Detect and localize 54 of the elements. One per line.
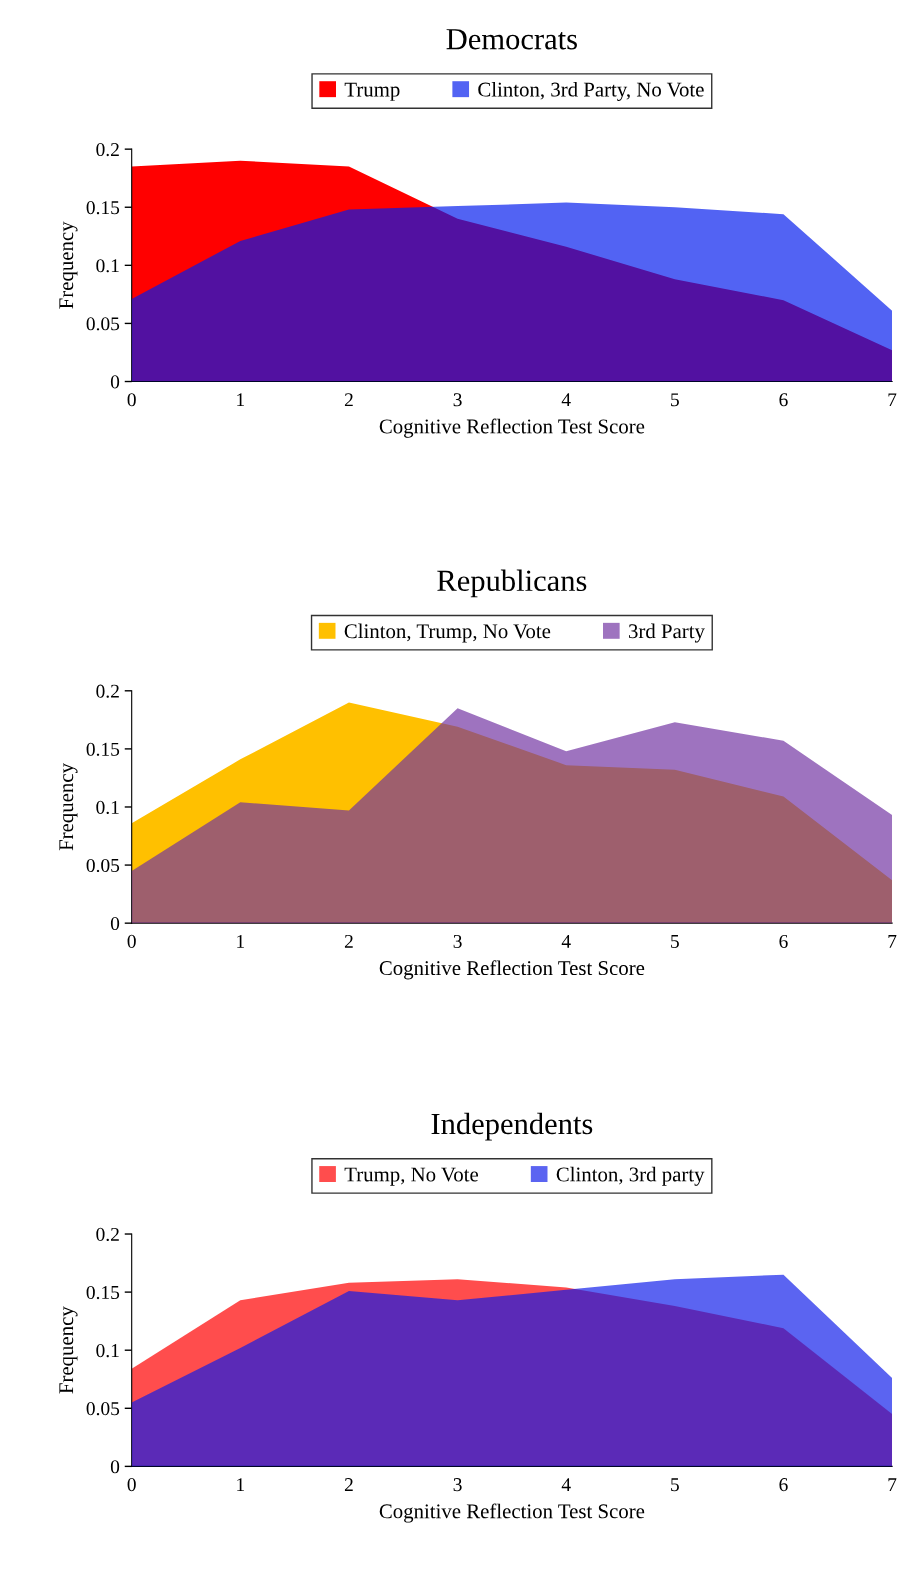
x-tick-label: 0 xyxy=(127,934,136,948)
x-tick-label: 1 xyxy=(237,934,245,948)
y-axis-title: Frequency xyxy=(59,1306,78,1394)
x-tick-label: 6 xyxy=(779,393,788,407)
legend-label: Clinton, Trump, No Vote xyxy=(344,623,551,643)
chart-title: Republicans xyxy=(437,569,587,598)
x-tick-label: 7 xyxy=(888,393,897,407)
x-tick-label: 5 xyxy=(671,393,679,407)
y-tick-label: 0.1 xyxy=(96,259,119,273)
x-tick-label: 1 xyxy=(237,393,245,407)
x-tick-label: 5 xyxy=(671,935,679,948)
y-axis-title: Frequency xyxy=(59,763,78,851)
y-tick-label: 0.2 xyxy=(96,1227,119,1242)
legend-label: Trump xyxy=(344,82,400,101)
legend-label: Trump, No Vote xyxy=(344,1167,479,1186)
y-tick-label: 0.05 xyxy=(86,858,120,873)
y-axis-title: Frequency xyxy=(59,221,78,309)
y-tick-label: 0.15 xyxy=(86,742,120,756)
y-tick-label: 0.1 xyxy=(96,1344,119,1358)
x-tick-label: 2 xyxy=(344,393,353,407)
x-tick-label: 0 xyxy=(127,393,136,407)
legend-label: Clinton, 3rd Party, No Vote xyxy=(478,81,704,101)
x-tick-label: 6 xyxy=(779,934,788,948)
y-tick-label: 0.1 xyxy=(96,800,119,814)
chart-title: Independents xyxy=(431,1112,593,1141)
x-axis-title: Cognitive Reflection Test Score xyxy=(379,960,645,980)
x-tick-label: 4 xyxy=(561,934,571,948)
x-tick-label: 1 xyxy=(237,1478,245,1491)
chart-title: Democrats xyxy=(446,29,577,50)
y-tick-label: 0.15 xyxy=(86,201,120,215)
y-tick-label: 0.15 xyxy=(86,1285,120,1300)
x-tick-label: 2 xyxy=(344,934,353,948)
x-tick-label: 6 xyxy=(779,1478,788,1492)
y-tick-label: 0.05 xyxy=(86,1402,120,1416)
x-tick-label: 3 xyxy=(453,393,462,407)
x-tick-label: 4 xyxy=(561,1478,571,1491)
y-tick-label: 0 xyxy=(110,375,120,389)
y-tick-label: 0.05 xyxy=(86,317,120,331)
x-axis-title: Cognitive Reflection Test Score xyxy=(379,1503,645,1523)
legend-label: Clinton, 3rd party xyxy=(556,1166,705,1186)
x-tick-label: 2 xyxy=(344,1478,353,1491)
y-tick-label: 0 xyxy=(110,916,120,931)
x-tick-label: 3 xyxy=(453,1478,462,1492)
x-tick-label: 7 xyxy=(888,1478,897,1491)
y-tick-label: 0.2 xyxy=(96,684,119,698)
x-tick-label: 5 xyxy=(671,1478,679,1492)
legend-label: 3rd Party xyxy=(628,623,705,643)
x-axis-title: Cognitive Reflection Test Score xyxy=(379,418,645,438)
y-tick-label: 0 xyxy=(110,1460,120,1474)
x-tick-label: 4 xyxy=(561,393,571,407)
x-tick-label: 7 xyxy=(888,935,897,948)
x-tick-label: 0 xyxy=(127,1478,136,1492)
y-tick-label: 0.2 xyxy=(96,142,119,157)
x-tick-label: 3 xyxy=(453,934,462,948)
